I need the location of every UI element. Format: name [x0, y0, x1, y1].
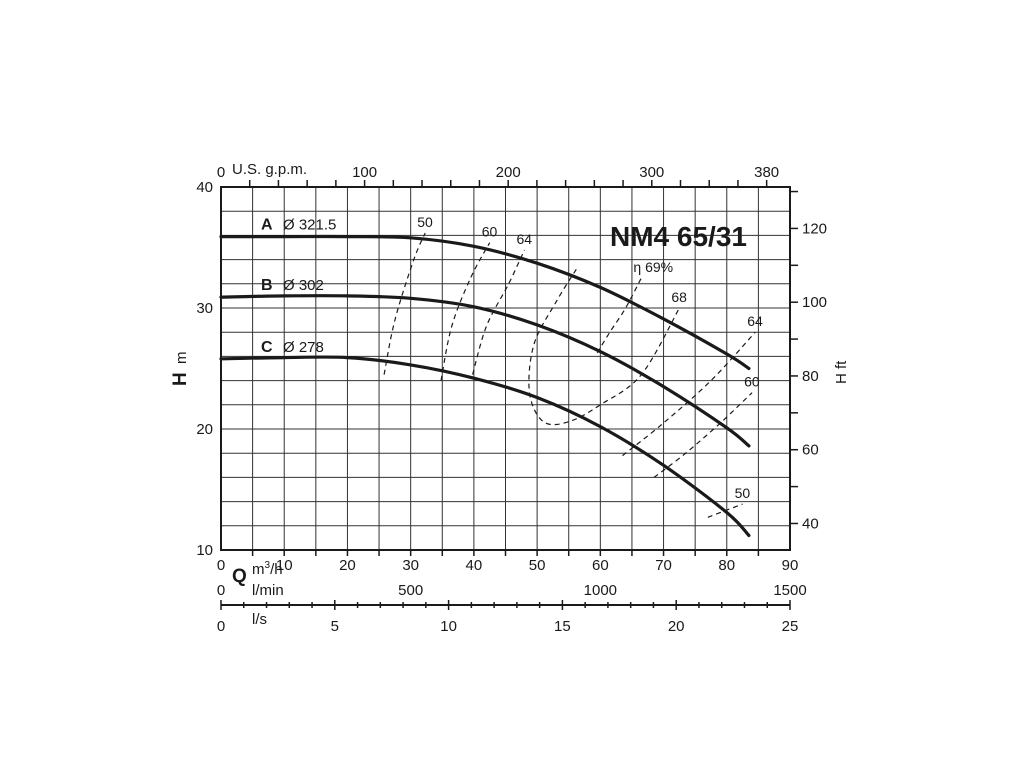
ls-tick-label: 15 [554, 618, 571, 635]
right-tick-label: 80 [802, 368, 819, 385]
ls-tick-label: 20 [668, 618, 685, 635]
h-axis-letter: H [170, 372, 191, 386]
h-ft-label: H ft [833, 360, 850, 384]
lmin-tick-label: 0 [217, 582, 225, 599]
top-tick-label: 300 [639, 164, 664, 181]
ls-tick-label: 5 [331, 618, 339, 635]
left-axis-ticks: 10 20 30 40 [196, 179, 213, 559]
top-axis-unit: U.S. g.p.m. [232, 161, 307, 178]
ls-axis-ticks: 0 5 10 15 20 25 [217, 600, 799, 635]
efficiency-label: 64 [516, 231, 532, 247]
head-curve-a [219, 234, 751, 371]
bottom-axis-ticks: 0 10 20 30 40 50 60 70 80 90 0 500 1000 1500 [217, 550, 807, 599]
top-axis-ticks: 0 100 200 300 380 [217, 164, 779, 187]
ls-tick-label: 25 [782, 618, 799, 635]
right-tick-label: 100 [802, 294, 827, 311]
efficiency-curve [472, 249, 526, 375]
top-tick-label: 100 [352, 164, 377, 181]
efficiency-curve [383, 232, 426, 375]
efficiency-label: η 69% [633, 259, 673, 275]
curve-diameter-b: Ø 302 [283, 277, 324, 294]
head-curves [219, 234, 751, 538]
efficiency-curve [440, 242, 491, 381]
x-tick-label: 70 [655, 557, 672, 574]
efficiency-curve [622, 331, 756, 457]
x-axis-unit-m3h: m3/h [252, 560, 283, 578]
head-curve-c [219, 355, 751, 538]
x-tick-label: 0 [217, 557, 225, 574]
x-tick-label: 60 [592, 557, 609, 574]
top-tick-label: 200 [496, 164, 521, 181]
ls-tick-label: 10 [440, 618, 457, 635]
efficiency-label: 64 [747, 313, 763, 329]
efficiency-curve [653, 392, 753, 478]
x-tick-label: 50 [529, 557, 546, 574]
efficiency-curve [596, 277, 642, 354]
lmin-tick-label: 1000 [584, 582, 617, 599]
efficiency-label: 50 [417, 214, 433, 230]
right-axis-ticks: 40 60 80 100 120 [790, 190, 827, 532]
right-tick-label: 40 [802, 515, 819, 532]
lmin-tick-label: 1500 [773, 582, 806, 599]
right-tick-label: 120 [802, 220, 827, 237]
x-axis-unit-ls: l/s [252, 611, 267, 628]
right-tick-label: 60 [802, 442, 819, 459]
x-tick-label: 40 [466, 557, 483, 574]
h-axis-unit: m [173, 352, 190, 365]
head-curve-b [219, 294, 751, 448]
x-axis-unit-lmin: l/min [252, 582, 284, 599]
efficiency-label: 68 [671, 289, 687, 305]
curve-labels: A Ø 321.5 B Ø 302 C Ø 278 [261, 217, 336, 356]
efficiency-label: 60 [744, 374, 760, 390]
y-tick-label: 40 [196, 179, 213, 196]
top-tick-label: 0 [217, 164, 225, 181]
y-axis-label: H m [170, 352, 191, 387]
right-axis-label: H ft [833, 360, 850, 384]
x-tick-label: 20 [339, 557, 356, 574]
efficiency-label: 50 [735, 485, 751, 501]
chart-title: NM4 65/31 [610, 221, 747, 252]
y-tick-label: 20 [196, 421, 213, 438]
y-tick-label: 10 [196, 542, 213, 559]
x-tick-label: 80 [718, 557, 735, 574]
ls-tick-label: 0 [217, 618, 225, 635]
curve-diameter-a: Ø 321.5 [283, 217, 336, 234]
curve-letter-c: C [261, 339, 273, 356]
efficiency-curve [528, 268, 680, 426]
y-tick-label: 30 [196, 300, 213, 317]
x-tick-label: 10 [276, 557, 293, 574]
curve-letter-a: A [261, 217, 273, 234]
efficiency-label: 60 [482, 224, 498, 240]
efficiency-curves: 50 60 64 68 η 69% 64 60 50 [383, 214, 763, 518]
lmin-tick-label: 500 [398, 582, 423, 599]
x-tick-label: 30 [402, 557, 419, 574]
q-axis-letter: Q [232, 566, 247, 587]
x-tick-label: 90 [782, 557, 799, 574]
top-tick-label: 380 [754, 164, 779, 181]
curve-letter-b: B [261, 277, 273, 294]
curve-diameter-c: Ø 278 [283, 339, 324, 356]
